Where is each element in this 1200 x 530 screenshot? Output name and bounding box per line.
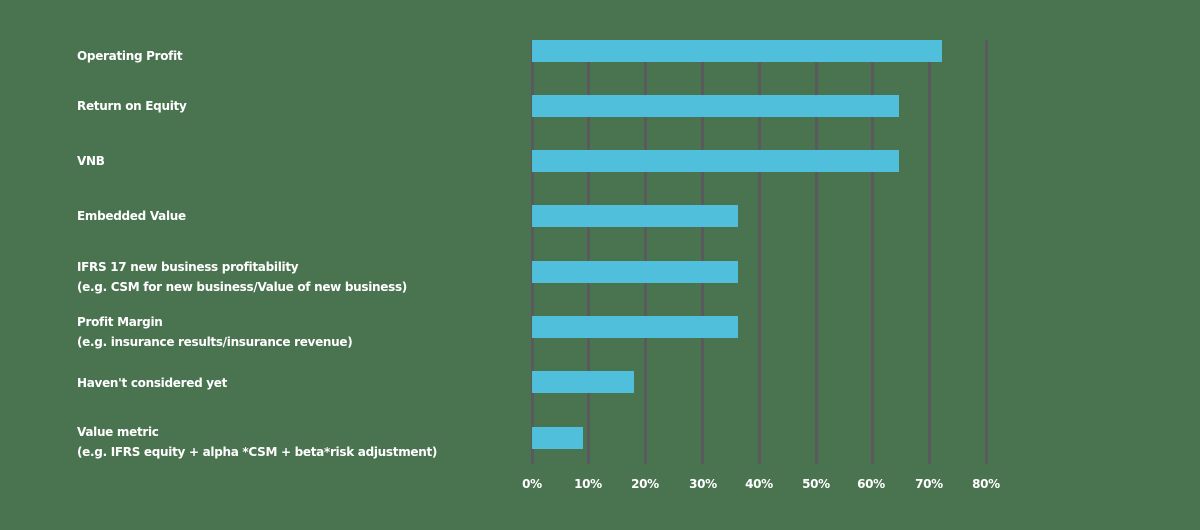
tick-label: 50% xyxy=(802,477,830,491)
tick-label: 30% xyxy=(689,477,717,491)
category-label: Return on Equity xyxy=(77,99,187,113)
category-label: Embedded Value xyxy=(77,209,186,223)
category-label: VNB xyxy=(77,154,105,168)
bar-vnb xyxy=(532,150,899,172)
category-label: Profit Margin (e.g. insurance results/in… xyxy=(77,315,353,349)
bar-havent-considered xyxy=(532,371,634,393)
bar-return-on-equity xyxy=(532,95,899,117)
bar-embedded-value xyxy=(532,205,738,227)
tick-label: 0% xyxy=(522,477,542,491)
category-label: Haven't considered yet xyxy=(77,376,228,390)
gridline-30 xyxy=(701,40,704,464)
tick-label: 10% xyxy=(574,477,602,491)
category-label: Value metric (e.g. IFRS equity + alpha *… xyxy=(77,425,438,459)
tick-label: 70% xyxy=(915,477,943,491)
tick-label: 60% xyxy=(857,477,885,491)
gridline-50 xyxy=(815,40,818,464)
bar-ifrs17 xyxy=(532,261,738,283)
gridline-80 xyxy=(985,40,988,464)
gridline-40 xyxy=(758,40,761,464)
bar-profit-margin xyxy=(532,316,738,338)
category-label: Operating Profit xyxy=(77,49,183,63)
tick-label: 40% xyxy=(745,477,773,491)
gridline-60 xyxy=(871,40,874,464)
category-label: IFRS 17 new business profitability (e.g.… xyxy=(77,260,407,294)
bar-operating-profit xyxy=(532,40,942,62)
bar-value-metric xyxy=(532,427,583,449)
gridline-70 xyxy=(928,40,931,464)
tick-label: 80% xyxy=(972,477,1000,491)
tick-label: 20% xyxy=(631,477,659,491)
gridline-10 xyxy=(587,40,590,464)
gridline-0 xyxy=(531,40,534,464)
gridline-20 xyxy=(644,40,647,464)
